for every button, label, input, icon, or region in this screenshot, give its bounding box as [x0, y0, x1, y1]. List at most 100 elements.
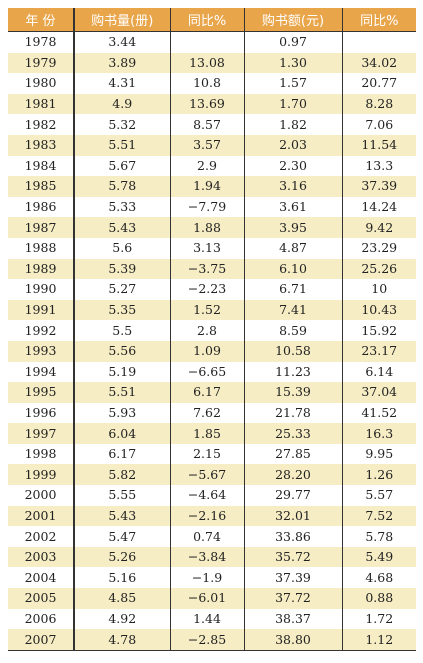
cell-year: 1981	[8, 93, 75, 115]
cell-year: 1993	[8, 340, 75, 362]
cell-amount-yoy: 7.06	[342, 114, 416, 135]
cell-purchase-volume: 5.19	[74, 361, 171, 383]
cell-year: 1994	[8, 361, 75, 383]
cell-volume-yoy: −4.64	[170, 485, 245, 506]
table-row: 2004 5.16 −1.9 37.39 4.68	[8, 567, 416, 589]
cell-purchase-amount: 3.95	[244, 217, 343, 238]
table-row: 1993 5.56 1.09 10.58 23.17	[8, 340, 416, 362]
cell-year: 1992	[8, 320, 75, 341]
table-row: 1984 5.67 2.9 2.30 13.3	[8, 155, 416, 177]
cell-volume-yoy	[170, 31, 245, 53]
header-purchase-amount: 购书额(元)	[244, 8, 343, 32]
table-row: 1992 5.5 2.8 8.59 15.92	[8, 320, 416, 341]
table-row: 1991 5.35 1.52 7.41 10.43	[8, 299, 416, 321]
cell-year: 1999	[8, 464, 75, 486]
table-row: 1979 3.89 13.08 1.30 34.02	[8, 52, 416, 74]
cell-purchase-volume: 5.47	[74, 526, 171, 547]
cell-purchase-volume: 4.92	[74, 608, 171, 630]
cell-purchase-amount: 4.87	[244, 237, 343, 259]
cell-purchase-volume: 5.32	[74, 114, 171, 135]
cell-year: 1979	[8, 52, 75, 74]
cell-purchase-volume: 5.55	[74, 485, 171, 506]
cell-amount-yoy: 1.72	[342, 608, 416, 630]
cell-purchase-volume: 5.27	[74, 279, 171, 300]
cell-year: 1983	[8, 134, 75, 156]
cell-amount-yoy: 5.49	[342, 546, 416, 568]
header-row: 年 份 购书量(册) 同比% 购书额(元) 同比%	[8, 8, 416, 32]
cell-amount-yoy: 16.3	[342, 423, 416, 444]
cell-year: 1989	[8, 258, 75, 280]
cell-amount-yoy: 23.17	[342, 340, 416, 362]
cell-amount-yoy: 0.88	[342, 588, 416, 609]
header-amount-yoy: 同比%	[342, 8, 416, 32]
table-row: 1995 5.51 6.17 15.39 37.04	[8, 382, 416, 403]
cell-amount-yoy: 41.52	[342, 402, 416, 424]
cell-year: 1991	[8, 299, 75, 321]
cell-year: 1984	[8, 155, 75, 177]
cell-purchase-amount: 7.41	[244, 299, 343, 321]
cell-year: 1986	[8, 196, 75, 218]
cell-purchase-volume: 5.33	[74, 196, 171, 218]
cell-purchase-volume: 5.56	[74, 340, 171, 362]
cell-purchase-amount: 38.80	[244, 629, 343, 651]
cell-volume-yoy: 6.17	[170, 382, 245, 403]
book-purchase-table: 年 份 购书量(册) 同比% 购书额(元) 同比% 1978 3.44 0.97 19…	[8, 8, 416, 651]
cell-purchase-amount: 1.70	[244, 93, 343, 115]
table-row: 1982 5.32 8.57 1.82 7.06	[8, 114, 416, 135]
table-row: 1985 5.78 1.94 3.16 37.39	[8, 176, 416, 197]
cell-purchase-volume: 4.31	[74, 73, 171, 94]
cell-year: 1995	[8, 382, 75, 403]
cell-purchase-amount: 15.39	[244, 382, 343, 403]
cell-volume-yoy: 13.08	[170, 52, 245, 74]
cell-year: 2005	[8, 588, 75, 609]
table-row: 1996 5.93 7.62 21.78 41.52	[8, 402, 416, 424]
cell-volume-yoy: 1.52	[170, 299, 245, 321]
cell-volume-yoy: 1.09	[170, 340, 245, 362]
cell-purchase-volume: 3.44	[74, 31, 171, 53]
cell-purchase-volume: 3.89	[74, 52, 171, 74]
cell-volume-yoy: 3.13	[170, 237, 245, 259]
cell-amount-yoy: 10	[342, 279, 416, 300]
cell-amount-yoy: 4.68	[342, 567, 416, 589]
cell-volume-yoy: −5.67	[170, 464, 245, 486]
cell-amount-yoy: 5.78	[342, 526, 416, 547]
cell-volume-yoy: −1.9	[170, 567, 245, 589]
cell-purchase-volume: 5.43	[74, 505, 171, 527]
cell-purchase-volume: 5.51	[74, 134, 171, 156]
cell-amount-yoy: 9.42	[342, 217, 416, 238]
cell-volume-yoy: −6.01	[170, 588, 245, 609]
cell-purchase-volume: 4.78	[74, 629, 171, 651]
cell-year: 2002	[8, 526, 75, 547]
cell-amount-yoy: 20.77	[342, 73, 416, 94]
table-row: 2005 4.85 −6.01 37.72 0.88	[8, 588, 416, 609]
cell-year: 2007	[8, 629, 75, 651]
cell-purchase-amount: 6.10	[244, 258, 343, 280]
cell-purchase-volume: 5.6	[74, 237, 171, 259]
cell-purchase-amount: 32.01	[244, 505, 343, 527]
cell-purchase-amount: 1.30	[244, 52, 343, 74]
table-row: 2000 5.55 −4.64 29.77 5.57	[8, 485, 416, 506]
cell-purchase-volume: 6.17	[74, 443, 171, 465]
cell-year: 1996	[8, 402, 75, 424]
cell-purchase-amount: 11.23	[244, 361, 343, 383]
cell-volume-yoy: 1.44	[170, 608, 245, 630]
table-row: 2003 5.26 −3.84 35.72 5.49	[8, 546, 416, 568]
cell-amount-yoy: 5.57	[342, 485, 416, 506]
cell-purchase-amount: 2.30	[244, 155, 343, 177]
cell-volume-yoy: 3.57	[170, 134, 245, 156]
cell-purchase-amount: 27.85	[244, 443, 343, 465]
cell-amount-yoy: 1.26	[342, 464, 416, 486]
cell-purchase-amount: 1.82	[244, 114, 343, 135]
table-row: 1988 5.6 3.13 4.87 23.29	[8, 237, 416, 259]
cell-year: 1997	[8, 423, 75, 444]
cell-year: 1982	[8, 114, 75, 135]
cell-purchase-volume: 5.67	[74, 155, 171, 177]
cell-year: 2004	[8, 567, 75, 589]
cell-purchase-amount: 35.72	[244, 546, 343, 568]
table-body: 1978 3.44 0.97 1979 3.89 13.08 1.30 34.02 1980 4.…	[8, 31, 416, 651]
cell-purchase-volume: 4.85	[74, 588, 171, 609]
cell-amount-yoy: 11.54	[342, 134, 416, 156]
cell-purchase-amount: 6.71	[244, 279, 343, 300]
cell-purchase-volume: 5.43	[74, 217, 171, 238]
cell-volume-yoy: 8.57	[170, 114, 245, 135]
